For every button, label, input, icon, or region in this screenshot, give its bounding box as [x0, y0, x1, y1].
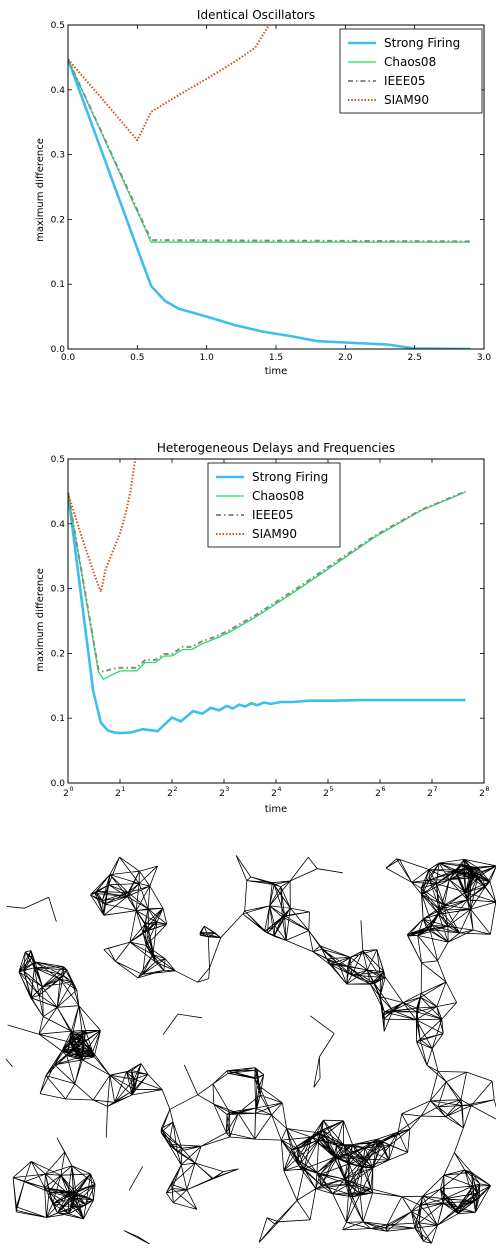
network-graph	[5, 855, 496, 1245]
series-line-strong-firing	[68, 58, 471, 349]
y-tick-label: 0.3	[51, 151, 65, 161]
network-edges	[5, 855, 496, 1245]
x-tick-label: 2	[323, 789, 329, 799]
legend-label: SIAM90	[384, 93, 429, 107]
y-axis-label: maximum difference	[35, 568, 46, 672]
series-line-ieee05	[68, 490, 466, 673]
x-tick-label: 3.0	[477, 353, 492, 363]
x-tick-label: 2	[115, 789, 121, 799]
x-tick-exponent: 1	[121, 785, 125, 793]
legend-label: SIAM90	[252, 527, 297, 541]
x-tick-label: 2	[63, 789, 69, 799]
y-tick-label: 0.2	[51, 215, 65, 225]
x-tick-label: 2	[479, 789, 485, 799]
x-tick-exponent: 3	[225, 785, 229, 793]
legend: Strong Firing Chaos08 IEEE05 SIAM90	[207, 462, 341, 548]
x-axis-label: time	[265, 804, 288, 815]
series-line-siam90	[68, 459, 137, 593]
series-line-siam90	[68, 25, 270, 142]
x-tick-label: 1.0	[200, 353, 215, 363]
y-tick-label: 0.5	[51, 455, 65, 465]
x-tick-label: 2.0	[338, 353, 353, 363]
x-tick-label: 0.5	[130, 353, 144, 363]
legend-label: Strong Firing	[252, 470, 328, 484]
x-tick-exponent: 8	[485, 785, 489, 793]
x-tick-exponent: 6	[381, 785, 385, 793]
x-tick-label: 0.0	[61, 353, 76, 363]
legend-label: Chaos08	[384, 55, 436, 69]
y-axis-label: maximum difference	[35, 138, 46, 242]
x-tick-exponent: 7	[433, 785, 437, 793]
chart-title: Identical Oscillators	[197, 8, 315, 22]
chart-identical-oscillators: Identical Oscillators 0.0 0.5 1.0 1.5 2.0 2.5…	[35, 8, 491, 377]
y-tick-label: 0.0	[51, 345, 66, 355]
legend: Strong Firing Chaos08 IEEE05 SIAM90	[339, 28, 483, 114]
x-tick-exponent: 4	[277, 785, 281, 793]
x-tick-exponent: 5	[329, 785, 333, 793]
y-tick-label: 0.1	[51, 714, 65, 724]
legend-label: IEEE05	[384, 74, 426, 88]
series-line-strong-firing	[68, 492, 466, 735]
chart-title: Heterogeneous Delays and Frequencies	[157, 441, 395, 455]
series-line-chaos08	[68, 491, 466, 680]
x-tick-label: 2	[427, 789, 433, 799]
x-axis-label: time	[265, 366, 288, 377]
x-tick-label: 2	[375, 789, 381, 799]
series-line-ieee05	[68, 58, 471, 243]
y-tick-label: 0.3	[51, 585, 65, 595]
x-tick-label: 1.5	[269, 353, 283, 363]
x-tick-exponent: 0	[69, 785, 73, 793]
y-tick-label: 0.5	[51, 21, 65, 31]
y-tick-label: 0.0	[51, 779, 66, 789]
x-tick-label: 2	[219, 789, 225, 799]
series-group	[68, 459, 466, 735]
x-tick-label: 2	[271, 789, 277, 799]
legend-label: IEEE05	[252, 508, 294, 522]
x-tick-label: 2	[167, 789, 173, 799]
legend-label: Chaos08	[252, 489, 304, 503]
x-tick-exponent: 2	[173, 785, 177, 793]
series-group	[68, 25, 471, 349]
y-tick-label: 0.2	[51, 649, 65, 659]
legend-label: Strong Firing	[384, 36, 460, 50]
y-tick-label: 0.4	[51, 520, 66, 530]
y-tick-label: 0.4	[51, 86, 66, 96]
x-tick-label: 2.5	[408, 353, 422, 363]
y-tick-label: 0.1	[51, 280, 65, 290]
